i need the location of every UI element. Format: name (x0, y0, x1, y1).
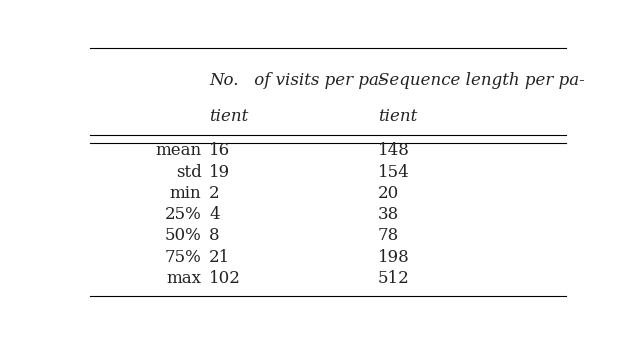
Text: 2: 2 (209, 185, 220, 202)
Text: 78: 78 (378, 227, 399, 244)
Text: min: min (170, 185, 202, 202)
Text: 20: 20 (378, 185, 399, 202)
Text: 50%: 50% (164, 227, 202, 244)
Text: 102: 102 (209, 270, 241, 287)
Text: 4: 4 (209, 206, 220, 223)
Text: Sequence length per pa-: Sequence length per pa- (378, 71, 584, 89)
Text: 8: 8 (209, 227, 220, 244)
Text: 38: 38 (378, 206, 399, 223)
Text: 25%: 25% (164, 206, 202, 223)
Text: 75%: 75% (164, 249, 202, 266)
Text: tient: tient (378, 108, 417, 125)
Text: 21: 21 (209, 249, 230, 266)
Text: 154: 154 (378, 163, 410, 181)
Text: 512: 512 (378, 270, 410, 287)
Text: 19: 19 (209, 163, 230, 181)
Text: 148: 148 (378, 142, 410, 159)
Text: 16: 16 (209, 142, 230, 159)
Text: max: max (166, 270, 202, 287)
Text: mean: mean (156, 142, 202, 159)
Text: No.   of visits per pa-: No. of visits per pa- (209, 71, 385, 89)
Text: std: std (176, 163, 202, 181)
Text: tient: tient (209, 108, 248, 125)
Text: 198: 198 (378, 249, 410, 266)
